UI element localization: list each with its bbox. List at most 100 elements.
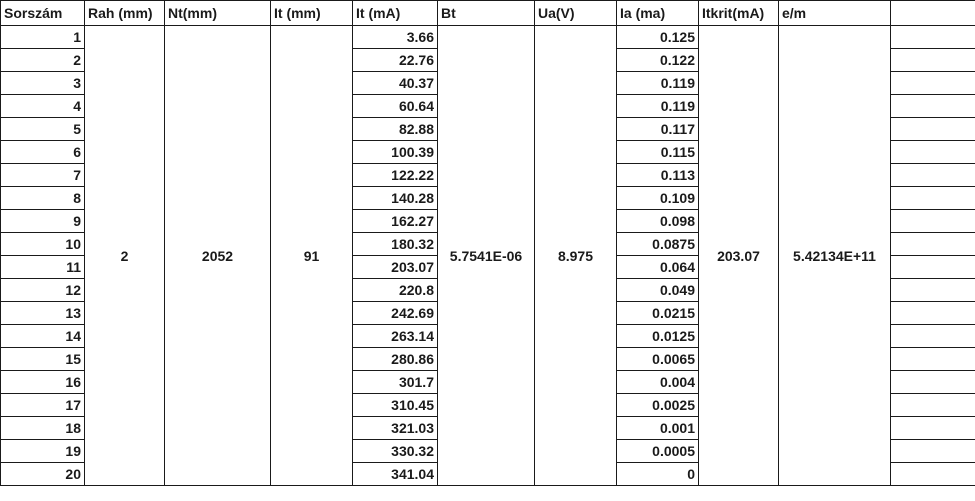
header-cell-bt[interactable]: Bt [437,0,535,26]
it-ma-cell[interactable]: 82.88 [352,117,438,141]
ia-cell[interactable]: 0.0025 [616,393,699,417]
it-ma-cell[interactable]: 100.39 [352,140,438,164]
ia-cell[interactable]: 0.117 [616,117,699,141]
ua-cell[interactable]: 8.975 [534,25,617,486]
empty-cell[interactable] [890,347,975,371]
it-ma-cell[interactable]: 220.8 [352,278,438,302]
empty-cell[interactable] [890,140,975,164]
it-ma-cell[interactable]: 310.45 [352,393,438,417]
empty-cell[interactable] [890,301,975,325]
it-ma-cell[interactable]: 22.76 [352,48,438,72]
header-cell-ua[interactable]: Ua(V) [534,0,617,26]
empty-cell[interactable] [890,163,975,187]
em-cell[interactable]: 5.42134E+11 [778,25,891,486]
empty-cell[interactable] [890,416,975,440]
ia-cell[interactable]: 0.119 [616,71,699,95]
header-cell-nt[interactable]: Nt(mm) [164,0,271,26]
ia-cell[interactable]: 0.125 [616,25,699,49]
header-cell-ia[interactable]: Ia (ma) [616,0,699,26]
itkrit-cell[interactable]: 203.07 [698,25,779,486]
header-cell-empty[interactable] [890,0,975,26]
it-ma-cell[interactable]: 341.04 [352,462,438,486]
row-number-cell[interactable]: 19 [0,439,85,463]
row-number-cell[interactable]: 2 [0,48,85,72]
empty-cell[interactable] [890,370,975,394]
ia-cell[interactable]: 0.113 [616,163,699,187]
empty-cell[interactable] [890,278,975,302]
ia-cell[interactable]: 0 [616,462,699,486]
row-number-cell[interactable]: 11 [0,255,85,279]
it-ma-cell[interactable]: 242.69 [352,301,438,325]
ia-cell[interactable]: 0.0875 [616,232,699,256]
ia-cell[interactable]: 0.004 [616,370,699,394]
it-ma-cell[interactable]: 162.27 [352,209,438,233]
it-ma-cell[interactable]: 40.37 [352,71,438,95]
header-cell-rah[interactable]: Rah (mm) [84,0,165,26]
it-ma-cell[interactable]: 140.28 [352,186,438,210]
row-number-cell[interactable]: 15 [0,347,85,371]
row-number-cell[interactable]: 4 [0,94,85,118]
it-ma-cell[interactable]: 180.32 [352,232,438,256]
row-number-cell[interactable]: 6 [0,140,85,164]
it-ma-cell[interactable]: 263.14 [352,324,438,348]
bt-cell[interactable]: 5.7541E-06 [437,25,535,486]
it-ma-cell[interactable]: 3.66 [352,25,438,49]
row-number-cell[interactable]: 18 [0,416,85,440]
empty-cell[interactable] [890,117,975,141]
row-number-cell[interactable]: 17 [0,393,85,417]
ia-cell[interactable]: 0.0125 [616,324,699,348]
header-cell-em[interactable]: e/m [778,0,891,26]
ia-cell[interactable]: 0.0215 [616,301,699,325]
table-row: 10 180.32 0.0875 [0,232,975,256]
header-cell-itkrit[interactable]: Itkrit(mA) [698,0,779,26]
empty-cell[interactable] [890,48,975,72]
ia-cell[interactable]: 0.122 [616,48,699,72]
ia-cell[interactable]: 0.001 [616,416,699,440]
ia-cell[interactable]: 0.049 [616,278,699,302]
it-ma-cell[interactable]: 280.86 [352,347,438,371]
it-ma-cell[interactable]: 330.32 [352,439,438,463]
it-ma-cell[interactable]: 122.22 [352,163,438,187]
it-ma-cell[interactable]: 203.07 [352,255,438,279]
ia-cell[interactable]: 0.098 [616,209,699,233]
ia-cell[interactable]: 0.119 [616,94,699,118]
empty-cell[interactable] [890,25,975,49]
empty-cell[interactable] [890,324,975,348]
empty-cell[interactable] [890,186,975,210]
empty-cell[interactable] [890,232,975,256]
empty-cell[interactable] [890,393,975,417]
ia-cell[interactable]: 0.109 [616,186,699,210]
it-ma-cell[interactable]: 301.7 [352,370,438,394]
it-mm-cell[interactable]: 91 [270,25,353,486]
header-cell-it-ma[interactable]: It (mA) [352,0,438,26]
row-number-cell[interactable]: 3 [0,71,85,95]
row-number-cell[interactable]: 16 [0,370,85,394]
row-number-cell[interactable]: 20 [0,462,85,486]
it-ma-cell[interactable]: 321.03 [352,416,438,440]
row-number-cell[interactable]: 14 [0,324,85,348]
header-cell-it-mm[interactable]: It (mm) [270,0,353,26]
it-ma-cell[interactable]: 60.64 [352,94,438,118]
header-cell-sorszam[interactable]: Sorszám [0,0,85,26]
table-row: 6 100.39 0.115 [0,140,975,164]
ia-cell[interactable]: 0.0005 [616,439,699,463]
ia-cell[interactable]: 0.0065 [616,347,699,371]
ia-cell[interactable]: 0.064 [616,255,699,279]
row-number-cell[interactable]: 10 [0,232,85,256]
row-number-cell[interactable]: 9 [0,209,85,233]
empty-cell[interactable] [890,71,975,95]
empty-cell[interactable] [890,439,975,463]
row-number-cell[interactable]: 1 [0,25,85,49]
row-number-cell[interactable]: 7 [0,163,85,187]
row-number-cell[interactable]: 13 [0,301,85,325]
empty-cell[interactable] [890,209,975,233]
row-number-cell[interactable]: 12 [0,278,85,302]
nt-cell[interactable]: 2052 [164,25,271,486]
row-number-cell[interactable]: 5 [0,117,85,141]
rah-cell[interactable]: 2 [84,25,165,486]
empty-cell[interactable] [890,94,975,118]
row-number-cell[interactable]: 8 [0,186,85,210]
empty-cell[interactable] [890,462,975,486]
ia-cell[interactable]: 0.115 [616,140,699,164]
empty-cell[interactable] [890,255,975,279]
